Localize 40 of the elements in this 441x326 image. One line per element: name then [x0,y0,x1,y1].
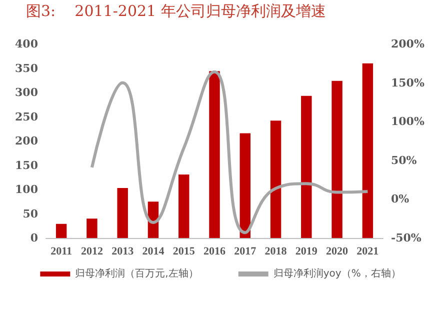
bar [209,71,220,238]
line-series [90,70,370,234]
y2-tick-label: 150% [391,76,425,90]
y2-tick-label: -50% [391,232,422,244]
bar [270,120,282,238]
y2-tick-label: 200% [391,38,425,50]
legend-label: 归母净利润yoy（%，右轴） [273,268,401,280]
y-tick-label: 150 [15,158,38,172]
x-tick-label: 2018 [264,246,288,258]
y-tick-label: 300 [15,86,38,99]
y-tick-label: 200 [15,134,38,148]
bar [86,218,98,238]
bar [240,133,250,238]
x-tick-label: 2015 [172,246,196,258]
bar [117,188,128,238]
x-tick-label: 2017 [234,246,257,258]
y-tick-label: 350 [15,62,38,75]
x-tick-label: 2011 [50,246,72,258]
chart-title: 图3: 2011-2021 年公司归母净利润及增速 [26,2,326,21]
x-tick-label: 2014 [142,246,165,258]
bar [362,63,374,238]
bar [301,96,312,238]
y-tick-label: 50 [22,207,38,220]
x-tick-label: 2012 [80,246,104,258]
y2-tick-label: 100% [391,115,425,128]
x-tick-label: 2021 [356,246,379,258]
x-tick-label: 2013 [112,246,134,258]
y2-tick-label: 0% [391,192,410,206]
y2-tick-label: 50% [391,154,418,167]
x-tick-label: 2020 [326,246,349,258]
x-tick-label: 2019 [295,246,318,258]
legend-label: 归母净利润（百万元,左轴） [75,268,198,280]
bar [332,80,342,238]
y-tick-label: 250 [15,110,38,124]
y-tick-label: 400 [15,38,38,50]
bar [56,224,67,238]
bar [178,174,190,238]
y-tick-label: 0 [30,232,38,244]
y-tick-label: 100 [15,183,38,196]
x-tick-label: 2016 [204,246,226,258]
